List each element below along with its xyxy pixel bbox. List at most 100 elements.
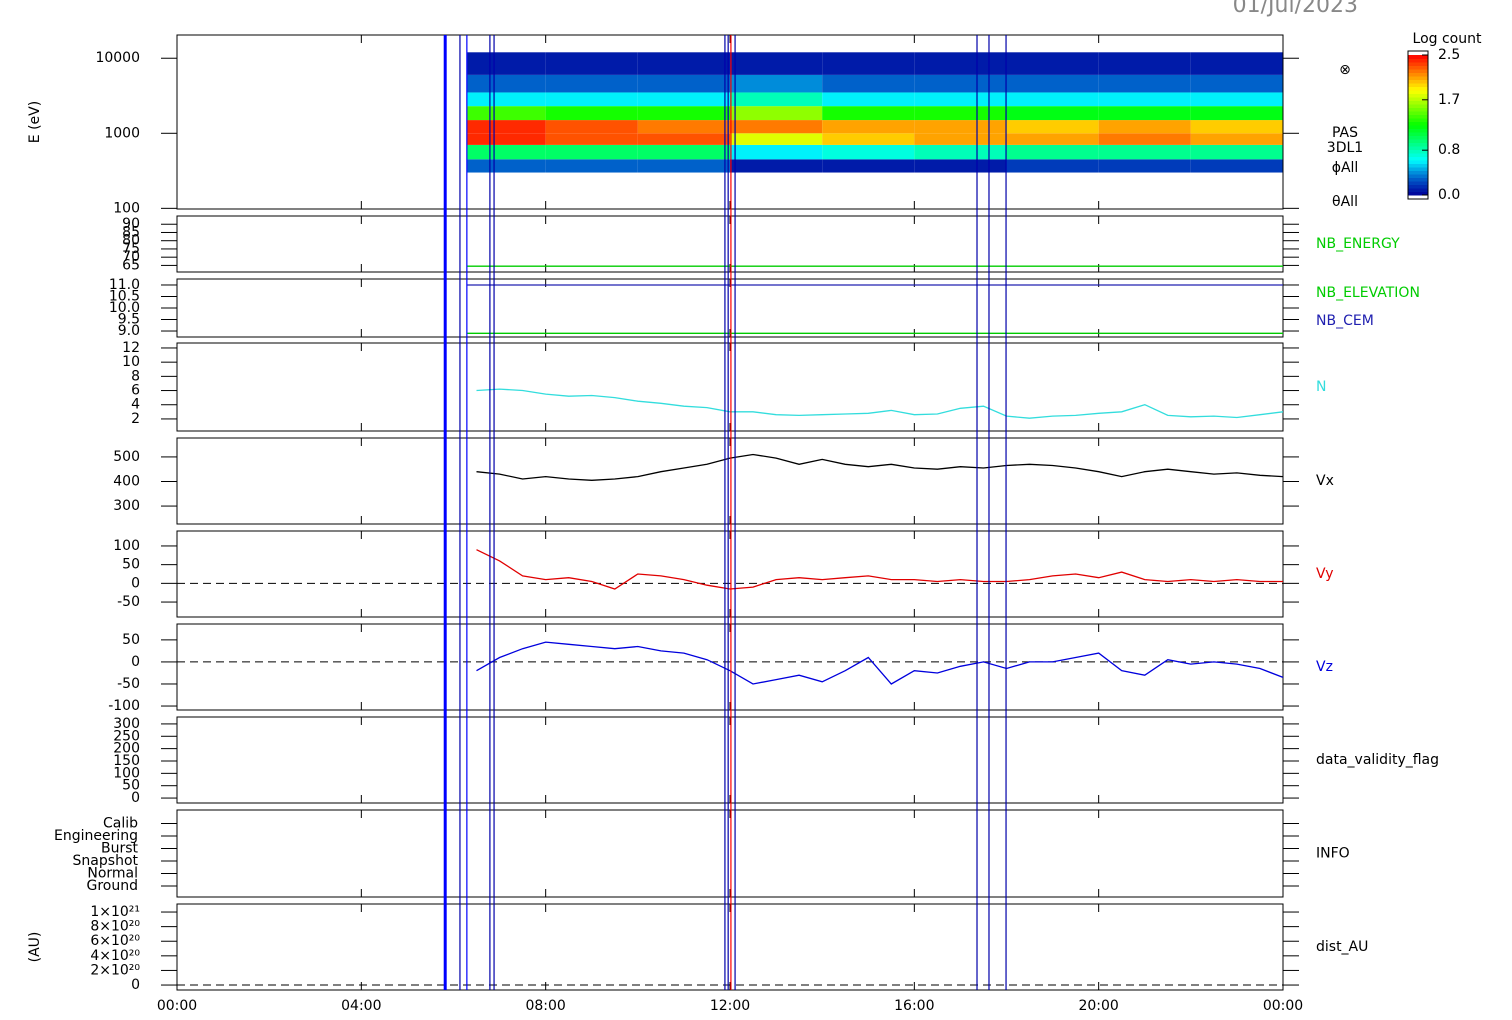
colorbar-swatch — [1408, 100, 1428, 105]
y-tick-label: 11.0 — [109, 277, 140, 293]
colorbar-title: Log count — [1413, 31, 1482, 47]
y-tick-label: 0 — [131, 654, 140, 670]
heatmap-cell — [1098, 106, 1191, 121]
panel-frame — [176, 437, 1284, 525]
x-tick-label: 00:00 — [1263, 998, 1303, 1014]
y-category-label: Burst — [101, 841, 139, 857]
panel-label: INFO — [1316, 846, 1350, 862]
heatmap-cell — [1190, 52, 1283, 75]
x-tick-label: 20:00 — [1078, 998, 1118, 1014]
colorbar-swatch — [1408, 153, 1428, 157]
y-tick-label: 0 — [131, 977, 140, 993]
heatmap-cell — [1098, 52, 1191, 75]
series-label: NB_CEM — [1316, 313, 1374, 329]
heatmap-cell — [1098, 74, 1191, 93]
y-tick-label: 0 — [131, 790, 140, 806]
y-tick-label: 75 — [122, 241, 140, 257]
heatmap-cell — [637, 159, 730, 173]
y-tick-label: 9.5 — [118, 312, 140, 328]
colorbar-swatch — [1408, 121, 1428, 126]
heatmap-cell — [467, 106, 546, 121]
y-tick-label: 2×10²⁰ — [90, 962, 140, 978]
heatmap-cell — [1190, 74, 1283, 93]
heatmap-cell — [1006, 92, 1099, 107]
colorbar-swatch — [1408, 139, 1428, 143]
series-label: N — [1316, 379, 1326, 395]
heatmap-cell — [1006, 133, 1099, 145]
heatmap-cell — [1190, 120, 1283, 134]
colorbar-swatch — [1408, 65, 1428, 70]
y-tick-label: -50 — [117, 594, 140, 610]
colorbar-swatch — [1408, 111, 1428, 115]
y-category-label: Ground — [87, 878, 139, 894]
colorbar-frame — [1407, 50, 1429, 200]
heatmap-cell — [637, 106, 730, 121]
heatmap-cell — [467, 52, 546, 75]
heatmap-cell — [822, 133, 915, 145]
y-tick-label: 1000 — [104, 125, 140, 141]
heatmap-cell — [1006, 106, 1099, 121]
heatmap-cell — [914, 74, 1007, 93]
heatmap-cell — [1098, 144, 1191, 160]
colorbar-swatch — [1408, 132, 1428, 136]
y-tick-label: 50 — [122, 632, 140, 648]
heatmap-cell — [1098, 133, 1191, 145]
colorbar-swatch — [1408, 149, 1428, 154]
y-tick-label: 70 — [122, 249, 140, 265]
y-tick-label: 10000 — [95, 50, 140, 66]
series-label: Vy — [1316, 566, 1334, 582]
x-tick-label: 08:00 — [525, 998, 565, 1014]
colorbar-swatch — [1408, 55, 1428, 59]
panel-label: 3DL1 — [1327, 140, 1363, 156]
heatmap-cell — [467, 144, 546, 160]
heatmap-cell — [730, 92, 823, 107]
series-line — [476, 453, 1284, 481]
y-axis-label: E (eV) — [27, 101, 43, 143]
heatmap-cell — [637, 74, 730, 93]
panel-label: dist_AU — [1316, 939, 1368, 955]
colorbar-swatch — [1408, 160, 1428, 164]
y-tick-label: 85 — [122, 224, 140, 240]
colorbar-tick-label: 2.5 — [1438, 47, 1460, 63]
y-tick-label: 100 — [113, 765, 140, 781]
panel-frame — [176, 215, 1284, 273]
colorbar-swatch — [1408, 90, 1428, 94]
heatmap-cell — [637, 92, 730, 107]
heatmap-cell — [914, 144, 1007, 160]
y-tick-label: 200 — [113, 741, 140, 757]
colorbar-swatch — [1408, 156, 1428, 161]
colorbar-swatch — [1408, 58, 1428, 63]
colorbar-swatch — [1408, 170, 1428, 175]
y-tick-label: 100 — [113, 200, 140, 216]
heatmap-cell — [730, 106, 823, 121]
heatmap-cell — [730, 74, 823, 93]
heatmap-cell — [545, 133, 638, 145]
heatmap-cell — [730, 133, 823, 145]
heatmap-cell — [730, 159, 823, 173]
y-tick-label: 2 — [131, 411, 140, 427]
panel-label: θAll — [1332, 194, 1358, 210]
colorbar-swatch — [1408, 146, 1428, 150]
series-label: NB_ENERGY — [1316, 236, 1400, 252]
heatmap-cell — [1006, 144, 1099, 160]
heatmap-cell — [545, 106, 638, 121]
y-tick-label: 6×10²⁰ — [90, 933, 140, 949]
colorbar-swatch — [1408, 177, 1428, 182]
y-tick-label: 10.0 — [109, 300, 140, 316]
colorbar-swatch — [1408, 104, 1428, 108]
y-tick-label: 300 — [113, 498, 140, 514]
colorbar-tick-label: 0.0 — [1438, 187, 1460, 203]
panel-label: data_validity_flag — [1316, 752, 1439, 768]
heatmap-cell — [545, 144, 638, 160]
colorbar-swatch — [1408, 188, 1428, 192]
heatmap-cell — [545, 120, 638, 134]
y-tick-label: -100 — [108, 698, 140, 714]
y-tick-label: 90 — [122, 216, 140, 232]
heatmap-cell — [467, 133, 546, 145]
y-category-label: Snapshot — [73, 853, 139, 869]
y-category-label: Normal — [87, 866, 138, 882]
y-tick-label: -50 — [117, 676, 140, 692]
colorbar-swatch — [1408, 125, 1428, 129]
x-tick-label: 12:00 — [710, 998, 750, 1014]
heatmap-cell — [637, 120, 730, 134]
